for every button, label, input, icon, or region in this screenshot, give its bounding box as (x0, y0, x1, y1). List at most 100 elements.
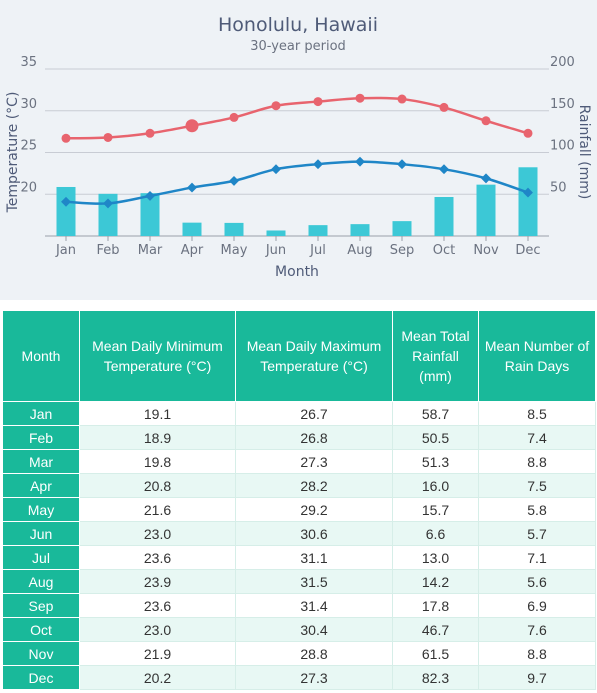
max-temp-line (65, 96, 529, 140)
cell-rainfall: 50.5 (392, 425, 479, 450)
cell-rain-days: 8.8 (478, 641, 596, 666)
y-left-tick-label: 30 (20, 97, 37, 112)
cell-rainfall: 58.7 (392, 401, 479, 426)
cell-rainfall: 14.2 (392, 569, 479, 594)
table-row: Mar 19.8 27.3 51.3 8.8 (2, 449, 596, 474)
cell-rain-days: 8.5 (478, 401, 596, 426)
header-max-temp: Mean Daily Maximum Temperature (°C) (235, 310, 393, 402)
rainfall-bar (56, 186, 76, 236)
cell-rain-days: 8.8 (478, 449, 596, 474)
min-temp-point (313, 159, 323, 170)
cell-max-temp: 31.1 (235, 545, 393, 570)
cell-max-temp: 30.6 (235, 521, 393, 546)
cell-min-temp: 23.0 (79, 521, 236, 546)
header-rainfall: Mean Total Rainfall (mm) (392, 310, 479, 402)
header-month: Month (2, 310, 80, 402)
header-min-temp: Mean Daily Minimum Temperature (°C) (79, 310, 236, 402)
cell-rainfall: 82.3 (392, 665, 479, 690)
cell-min-temp: 19.8 (79, 449, 236, 474)
min-temp-point (145, 190, 155, 201)
chart-title: Honolulu, Hawaii (218, 14, 378, 36)
cell-min-temp: 18.9 (79, 425, 236, 450)
y-right-tick-label: 50 (550, 180, 567, 195)
min-temp-point (103, 198, 113, 209)
cell-rain-days: 9.7 (478, 665, 596, 690)
cell-min-temp: 20.2 (79, 665, 236, 690)
rainfall-bar (434, 197, 454, 236)
cell-max-temp: 31.4 (235, 593, 393, 618)
cell-month: Aug (2, 569, 80, 594)
y-right-tick-label: 100 (550, 139, 575, 154)
cell-max-temp: 27.3 (235, 665, 393, 690)
climate-chart: Honolulu, Hawaii 30-year period 20 25 30 35 50… (0, 0, 597, 300)
cell-rainfall: 17.8 (392, 593, 479, 618)
table-row: Sep 23.6 31.4 17.8 6.9 (2, 593, 596, 618)
cell-rainfall: 15.7 (392, 497, 479, 522)
cell-max-temp: 28.8 (235, 641, 393, 666)
cell-month: Oct (2, 617, 80, 642)
y-right-tick-label: 200 (550, 55, 575, 70)
x-tick-label: Dec (515, 243, 540, 258)
cell-rainfall: 13.0 (392, 545, 479, 570)
cell-min-temp: 19.1 (79, 401, 236, 426)
rainfall-bar (182, 222, 202, 236)
min-temp-point (481, 173, 491, 184)
rainfall-bar (224, 222, 244, 236)
cell-min-temp: 20.8 (79, 473, 236, 498)
cell-max-temp: 30.4 (235, 617, 393, 642)
x-axis-title: Month (275, 264, 319, 280)
table-row: Aug 23.9 31.5 14.2 5.6 (2, 569, 596, 594)
cell-month: Nov (2, 641, 80, 666)
rainfall-bar (350, 224, 370, 236)
cell-max-temp: 28.2 (235, 473, 393, 498)
max-temp-point-highlighted (185, 119, 199, 133)
table-body: Jan 19.1 26.7 58.7 8.5 Feb 18.9 26.8 50.5 7.4 Mar 1… (2, 401, 596, 690)
max-temp-point (229, 112, 239, 122)
cell-rain-days: 7.6 (478, 617, 596, 642)
header-rain-days: Mean Number of Rain Days (478, 310, 596, 402)
y-left-axis-title: Temperature (°C) (5, 92, 21, 214)
cell-min-temp: 23.9 (79, 569, 236, 594)
table-row: Dec 20.2 27.3 82.3 9.7 (2, 665, 596, 690)
climate-table: Month Mean Daily Minimum Temperature (°C… (2, 310, 596, 690)
cell-max-temp: 27.3 (235, 449, 393, 474)
min-temp-line (65, 160, 529, 205)
chart-svg: Honolulu, Hawaii 30-year period 20 25 30 35 50… (5, 14, 592, 280)
cell-rain-days: 5.7 (478, 521, 596, 546)
max-temp-point (103, 132, 113, 142)
rainfall-bar (518, 167, 538, 236)
max-temp-point (481, 116, 491, 126)
cell-rainfall: 6.6 (392, 521, 479, 546)
y-left-tick-label: 25 (20, 139, 37, 154)
y-right-tick-label: 150 (550, 97, 575, 112)
min-temp-point (229, 175, 239, 186)
max-temp-point (145, 128, 155, 138)
x-tick-label: Jul (309, 243, 326, 258)
table-row: May 21.6 29.2 15.7 5.8 (2, 497, 596, 522)
cell-min-temp: 23.6 (79, 593, 236, 618)
table-header-row: Month Mean Daily Minimum Temperature (°C… (2, 310, 596, 402)
cell-month: Apr (2, 473, 80, 498)
table-row: Jun 23.0 30.6 6.6 5.7 (2, 521, 596, 546)
x-tick-label: Apr (181, 243, 204, 258)
chart-subtitle: 30-year period (250, 39, 346, 54)
cell-min-temp: 21.9 (79, 641, 236, 666)
min-temp-point (61, 196, 71, 207)
max-temp-point (61, 133, 71, 143)
rainfall-bar (392, 221, 412, 236)
x-tick-label: Jan (55, 243, 76, 258)
cell-rain-days: 7.5 (478, 473, 596, 498)
cell-rain-days: 7.4 (478, 425, 596, 450)
cell-rainfall: 61.5 (392, 641, 479, 666)
y-right-axis-title: Rainfall (mm) (576, 105, 592, 200)
rainfall-bar (140, 193, 160, 236)
max-temp-point (355, 93, 365, 103)
cell-rain-days: 6.9 (478, 593, 596, 618)
cell-rain-days: 7.1 (478, 545, 596, 570)
cell-rainfall: 51.3 (392, 449, 479, 474)
rainfall-bar (476, 184, 496, 236)
cell-rainfall: 46.7 (392, 617, 479, 642)
x-tick-label: May (221, 243, 248, 258)
x-tick-label: Mar (138, 243, 163, 258)
max-temp-point (271, 101, 281, 111)
